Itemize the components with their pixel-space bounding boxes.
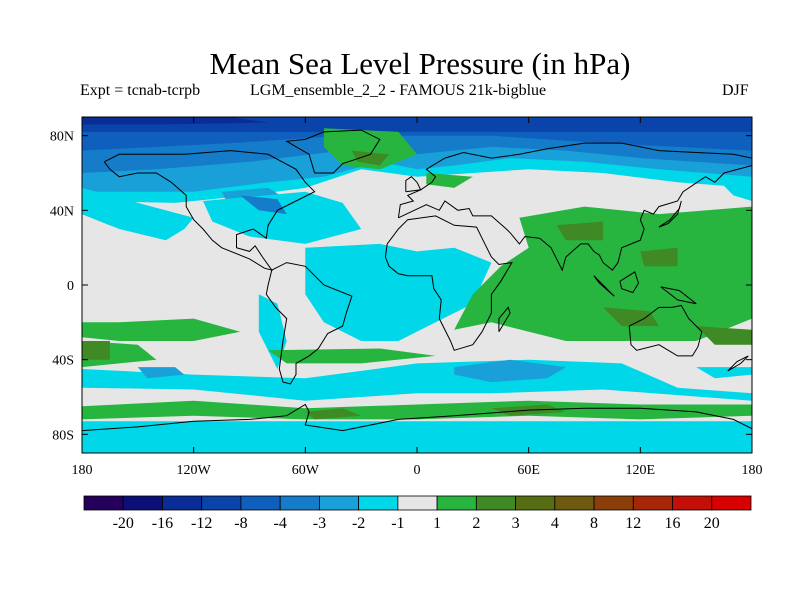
field-region	[426, 173, 473, 188]
x-tick-label: 180	[72, 463, 93, 478]
colorbar-label: -4	[274, 515, 287, 532]
field-region	[603, 307, 659, 327]
coastline-segment	[658, 200, 682, 228]
colorbar-label: -1	[391, 515, 404, 532]
colorbar-label: -8	[234, 515, 247, 532]
colorbar-label: -3	[313, 515, 326, 532]
colorbar-swatch	[515, 495, 556, 511]
run-label: LGM_ensemble_2_2 - FAMOUS 21k-bigblue	[250, 82, 547, 99]
field-region	[323, 128, 417, 170]
experiment-label: Expt = tcnab-tcrpb	[80, 82, 201, 99]
x-tick-label: 60W	[292, 463, 320, 478]
colorbar-swatch	[201, 495, 242, 511]
field-region	[203, 191, 362, 244]
field-region	[714, 176, 752, 201]
field-region	[696, 367, 752, 379]
colorbar-swatch	[672, 495, 713, 511]
y-tick-label: 0	[67, 279, 74, 294]
coastline-segment	[628, 304, 703, 357]
colorbar-swatch	[397, 495, 438, 511]
colorbar-label: 16	[665, 515, 681, 532]
x-tick-label: 0	[414, 463, 421, 478]
x-tick-label: 120W	[177, 463, 212, 478]
coastline-segment	[285, 129, 381, 174]
colorbar-swatch	[554, 495, 595, 511]
coastline-segment	[498, 306, 511, 332]
season-label: DJF	[722, 82, 749, 99]
colorbar-swatch	[593, 495, 634, 511]
colorbar-label: 1	[433, 515, 441, 532]
colorbar-swatch	[319, 495, 360, 511]
y-tick-label: 40S	[52, 354, 74, 369]
field-region	[556, 221, 604, 241]
colorbar-label: 8	[590, 515, 598, 532]
field-region	[82, 117, 269, 125]
y-tick-label: 40N	[50, 204, 74, 219]
coastline-segment	[265, 262, 353, 385]
axis-ticks: 180 120W 60W 0 60E 120E 180 80N 40N 0 40S 80S	[50, 117, 763, 478]
pressure-anomaly-fields	[82, 117, 752, 453]
field-region	[82, 421, 752, 453]
colorbar-swatch	[162, 495, 203, 511]
colorbar-swatch	[632, 495, 673, 511]
coastline-segment	[619, 271, 640, 294]
coastline-segment	[660, 286, 697, 305]
field-region	[240, 195, 287, 215]
colorbar-swatch	[475, 495, 516, 511]
colorbar-swatch	[83, 495, 124, 511]
field-region	[82, 400, 752, 420]
field-region	[82, 318, 241, 341]
colorbar-label: 12	[625, 515, 641, 532]
x-tick-label: 180	[742, 463, 763, 478]
x-tick-label: 60E	[517, 463, 540, 478]
map-plot-area	[81, 116, 753, 454]
colorbar-label: -12	[191, 515, 212, 532]
coastline-segment	[384, 215, 513, 351]
colorbar-swatch	[122, 495, 163, 511]
field-region	[82, 341, 110, 360]
field-region	[696, 326, 752, 345]
coastline-segment	[727, 355, 749, 372]
colorbar-swatch	[436, 495, 477, 511]
y-tick-label: 80S	[52, 428, 74, 443]
field-region	[454, 206, 752, 341]
field-region	[82, 187, 194, 241]
coastline-segment	[81, 403, 753, 432]
colorbar-swatch	[358, 495, 399, 511]
plot-title: Mean Sea Level Pressure (in hPa)	[209, 46, 631, 81]
colorbar-label: 3	[512, 515, 520, 532]
colorbar-swatch	[240, 495, 281, 511]
colorbar: -20 -16 -12 -8 -4 -3 -2 -1 1 2 3 4 8 12 16 20	[83, 495, 752, 532]
colorbar-label: -16	[152, 515, 173, 532]
colorbar-label: 2	[472, 515, 480, 532]
coastline-segment	[593, 275, 615, 297]
field-region	[305, 243, 492, 341]
field-region	[454, 359, 566, 383]
x-tick-label: 120E	[626, 463, 656, 478]
colorbar-swatch	[279, 495, 320, 511]
colorbar-label: 20	[704, 515, 720, 532]
coastlines	[81, 129, 753, 432]
field-region	[351, 150, 390, 166]
y-tick-label: 80N	[50, 130, 74, 145]
field-region	[137, 367, 185, 379]
colorbar-label: 4	[551, 515, 559, 532]
field-region	[640, 247, 678, 267]
field-region	[82, 359, 752, 401]
coastline-segment	[405, 176, 422, 193]
colorbar-label: -20	[113, 515, 134, 532]
field-region	[268, 348, 436, 364]
colorbar-label: -2	[352, 515, 365, 532]
coastline-segment	[103, 150, 316, 271]
field-region	[305, 408, 362, 420]
colorbar-swatch	[711, 495, 752, 511]
coastline-segment	[397, 142, 753, 272]
